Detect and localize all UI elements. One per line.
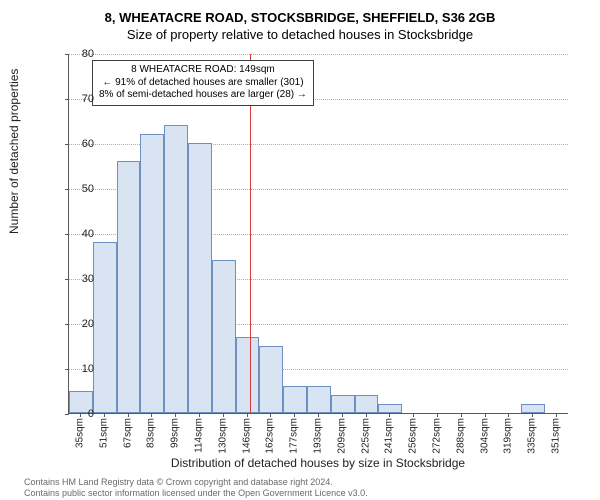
ytick-label: 80 xyxy=(64,48,94,60)
footer-line2: Contains public sector information licen… xyxy=(24,488,368,498)
ytick-label: 60 xyxy=(64,138,94,150)
footer-line1: Contains HM Land Registry data © Crown c… xyxy=(24,477,368,487)
xtick-mark xyxy=(485,413,486,417)
xtick-mark xyxy=(175,413,176,417)
xtick-mark xyxy=(413,413,414,417)
histogram-bar xyxy=(259,346,283,414)
y-axis-label: Number of detached properties xyxy=(7,69,21,234)
annotation-line1: 8 WHEATACRE ROAD: 149sqm xyxy=(99,64,307,77)
histogram-bar xyxy=(331,395,355,413)
chart-container: 8, WHEATACRE ROAD, STOCKSBRIDGE, SHEFFIE… xyxy=(0,0,600,500)
ytick-label: 30 xyxy=(64,273,94,285)
xtick-mark xyxy=(104,413,105,417)
histogram-bar xyxy=(521,404,545,413)
footer-attribution: Contains HM Land Registry data © Crown c… xyxy=(24,477,368,498)
xtick-label: 114sqm xyxy=(193,418,204,453)
xtick-mark xyxy=(508,413,509,417)
xtick-label: 193sqm xyxy=(312,418,323,454)
annotation-line2: ← 91% of detached houses are smaller (30… xyxy=(99,77,307,90)
histogram-bar xyxy=(164,125,188,413)
xtick-label: 351sqm xyxy=(550,418,561,454)
xtick-mark xyxy=(151,413,152,417)
xtick-label: 209sqm xyxy=(336,418,347,454)
histogram-bar xyxy=(378,404,402,413)
xtick-label: 146sqm xyxy=(241,418,252,454)
xtick-label: 288sqm xyxy=(455,418,466,454)
plot-area: 8 WHEATACRE ROAD: 149sqm ← 91% of detach… xyxy=(68,54,568,414)
xtick-label: 162sqm xyxy=(265,418,276,454)
ytick-label: 0 xyxy=(64,408,94,420)
xtick-label: 256sqm xyxy=(408,418,419,454)
chart-title: 8, WHEATACRE ROAD, STOCKSBRIDGE, SHEFFIE… xyxy=(0,0,600,25)
xtick-mark xyxy=(270,413,271,417)
xtick-label: 83sqm xyxy=(146,418,157,448)
xtick-label: 130sqm xyxy=(217,418,228,454)
histogram-bar xyxy=(212,260,236,413)
xtick-label: 35sqm xyxy=(74,418,85,448)
ytick-label: 20 xyxy=(64,318,94,330)
histogram-bar xyxy=(140,134,164,413)
xtick-label: 99sqm xyxy=(170,418,181,448)
histogram-bar xyxy=(236,337,260,414)
xtick-mark xyxy=(366,413,367,417)
xtick-mark xyxy=(389,413,390,417)
annotation-box: 8 WHEATACRE ROAD: 149sqm ← 91% of detach… xyxy=(92,60,314,106)
xtick-label: 177sqm xyxy=(289,418,300,454)
xtick-mark xyxy=(294,413,295,417)
x-axis-label: Distribution of detached houses by size … xyxy=(68,456,568,470)
xtick-label: 225sqm xyxy=(360,418,371,454)
histogram-bar xyxy=(283,386,307,413)
xtick-mark xyxy=(437,413,438,417)
xtick-label: 51sqm xyxy=(98,418,109,448)
ytick-label: 10 xyxy=(64,363,94,375)
gridline xyxy=(69,54,568,55)
xtick-label: 241sqm xyxy=(384,418,395,454)
xtick-label: 304sqm xyxy=(479,418,490,454)
plot-box xyxy=(68,54,568,414)
histogram-bar xyxy=(188,143,212,413)
xtick-mark xyxy=(532,413,533,417)
reference-line xyxy=(250,54,251,413)
xtick-label: 272sqm xyxy=(431,418,442,454)
xtick-label: 67sqm xyxy=(122,418,133,448)
chart-subtitle: Size of property relative to detached ho… xyxy=(0,25,600,42)
xtick-mark xyxy=(318,413,319,417)
ytick-label: 50 xyxy=(64,183,94,195)
xtick-mark xyxy=(223,413,224,417)
histogram-bar xyxy=(117,161,141,413)
histogram-bar xyxy=(355,395,379,413)
ytick-label: 40 xyxy=(64,228,94,240)
xtick-label: 335sqm xyxy=(527,418,538,454)
xtick-mark xyxy=(461,413,462,417)
xtick-mark xyxy=(247,413,248,417)
histogram-bar xyxy=(307,386,331,413)
xtick-mark xyxy=(128,413,129,417)
xtick-mark xyxy=(342,413,343,417)
annotation-line3: 8% of semi-detached houses are larger (2… xyxy=(99,89,307,102)
histogram-bar xyxy=(93,242,117,413)
xtick-mark xyxy=(556,413,557,417)
xtick-label: 319sqm xyxy=(503,418,514,454)
xtick-mark xyxy=(199,413,200,417)
ytick-label: 70 xyxy=(64,93,94,105)
